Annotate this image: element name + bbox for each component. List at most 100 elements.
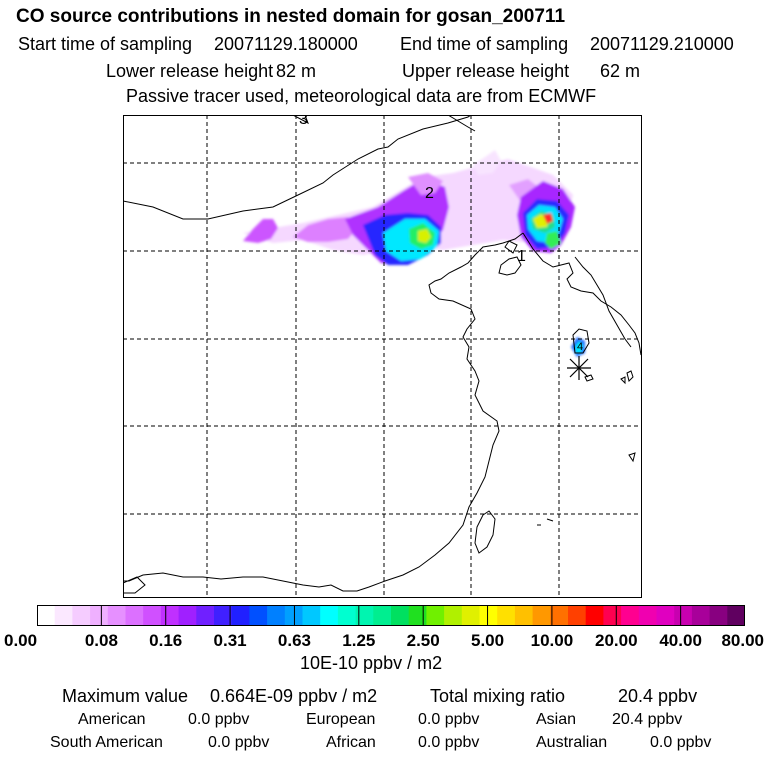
colorbar-swatch [709,605,728,626]
concentration-field [243,150,585,357]
colorbar-swatch [178,605,197,626]
colorbar-swatch [125,605,144,626]
plume-west-2 [293,217,358,242]
colorbar-swatch [72,605,91,626]
upper-height-value: 62 m [600,61,641,81]
colorbar-frame [37,605,745,626]
colorbar-tick-label: 5.00 [470,631,505,650]
colorbar-swatch [160,605,179,626]
plume-south-cyan [575,341,583,353]
region-south-american-value: 0.0 ppbv [208,734,270,751]
colorbar-swatch [514,605,533,626]
colorbar-swatch [267,605,286,626]
lat-lon-grid [123,115,642,598]
colorbar-swatch [107,605,126,626]
max-value: 0.664E-09 ppbv / m2 [210,686,378,706]
total-mixing-value: 20.4 ppbv [618,686,698,706]
map-svg: 2 1 3 4 [123,115,642,598]
colorbar-swatch [727,605,745,626]
colorbar-tick-label: 2.50 [406,631,440,650]
colorbar-tick-label: 0.31 [213,631,247,650]
plume-east-greenblob [545,231,561,249]
end-time-label: End time of sampling [400,34,569,54]
colorbar-swatch [337,605,356,626]
region-asian-value: 20.4 ppbv [612,711,683,728]
colorbar-tick-label: 10.00 [530,631,574,650]
region-african-label: African [326,734,376,751]
colorbar-tick-label: 20.00 [594,631,638,650]
colorbar-tick-label: 0.00 [4,631,38,650]
source-label-3: 3 [299,115,308,128]
colorbar-swatch [408,605,427,626]
region-european-value: 0.0 ppbv [418,711,480,728]
colorbar-tick-label: 0.16 [149,631,183,650]
upper-height-label: Upper release height [402,61,570,81]
plume-central-yellow [418,229,431,243]
region-australian-value: 0.0 ppbv [650,734,712,751]
source-label-4: 4 [577,341,583,353]
region-australian-label: Australian [536,734,608,751]
colorbar [37,605,745,626]
colorbar-svg [37,605,745,626]
colorbar-swatch [54,605,73,626]
colorbar-swatch [691,605,710,626]
colorbar-tick-label: 0.63 [277,631,311,650]
region-american-value: 0.0 ppbv [188,711,250,728]
region-south-american-label: South American [50,734,163,751]
total-mixing-label: Total mixing ratio [430,686,566,706]
colorbar-swatch [231,605,250,626]
end-time-value: 20071129.210000 [590,34,734,54]
colorbar-swatch [621,605,640,626]
colorbar-tick-label: 0.08 [84,631,118,650]
plume-central-lilac [408,173,443,195]
colorbar-swatch [497,605,516,626]
colorbar-swatch [656,605,675,626]
lower-height-value: 82 m [276,61,317,81]
colorbar-tick-label: 1.25 [342,631,376,650]
source-label-1: 1 [517,248,526,265]
region-asian-label: Asian [536,711,577,728]
plume-east-red [543,213,553,224]
colorbar-swatch [90,605,109,626]
start-time-value: 20071129.180000 [214,34,358,54]
colorbar-swatch [532,605,551,626]
region-american-label: American [78,711,146,728]
colorbar-swatch [37,605,56,626]
plot-subtitle: Passive tracer used, meteorological data… [126,86,597,106]
colorbar-swatch [143,605,162,626]
colorbar-swatch [355,605,374,626]
colorbar-swatch [249,605,268,626]
colorbar-swatch [373,605,392,626]
colorbar-swatch [284,605,303,626]
colorbar-swatch [214,605,233,626]
colorbar-tick-label: 40.00 [659,631,702,650]
region-european-label: European [306,711,376,728]
colorbar-swatch [479,605,498,626]
plume-west-1 [243,219,278,243]
colorbar-swatch [550,605,569,626]
colorbar-swatch [320,605,339,626]
max-value-label: Maximum value [62,686,189,706]
colorbar-swatch [603,605,622,626]
station-asterisk-icon [567,356,591,380]
colorbar-swatch [461,605,480,626]
colorbar-swatch [674,605,693,626]
lower-height-label: Lower release height [106,61,274,81]
colorbar-swatch [302,605,321,626]
colorbar-swatch [444,605,463,626]
colorbar-unit: 10E-10 ppbv / m2 [300,653,443,673]
start-time-label: Start time of sampling [18,34,193,54]
colorbar-tick-label: 80.00 [721,631,764,650]
coastlines [123,115,642,594]
colorbar-swatch [196,605,215,626]
colorbar-swatch [426,605,445,626]
map-frame [123,115,642,598]
colorbar-swatch [638,605,657,626]
source-label-2: 2 [425,185,434,202]
colorbar-swatch [568,605,587,626]
map-panel: 2 1 3 4 [123,115,642,598]
plot-title: CO source contributions in nested domain… [16,6,566,27]
region-african-value: 0.0 ppbv [418,734,480,751]
colorbar-swatch [391,605,410,626]
colorbar-swatch [585,605,604,626]
